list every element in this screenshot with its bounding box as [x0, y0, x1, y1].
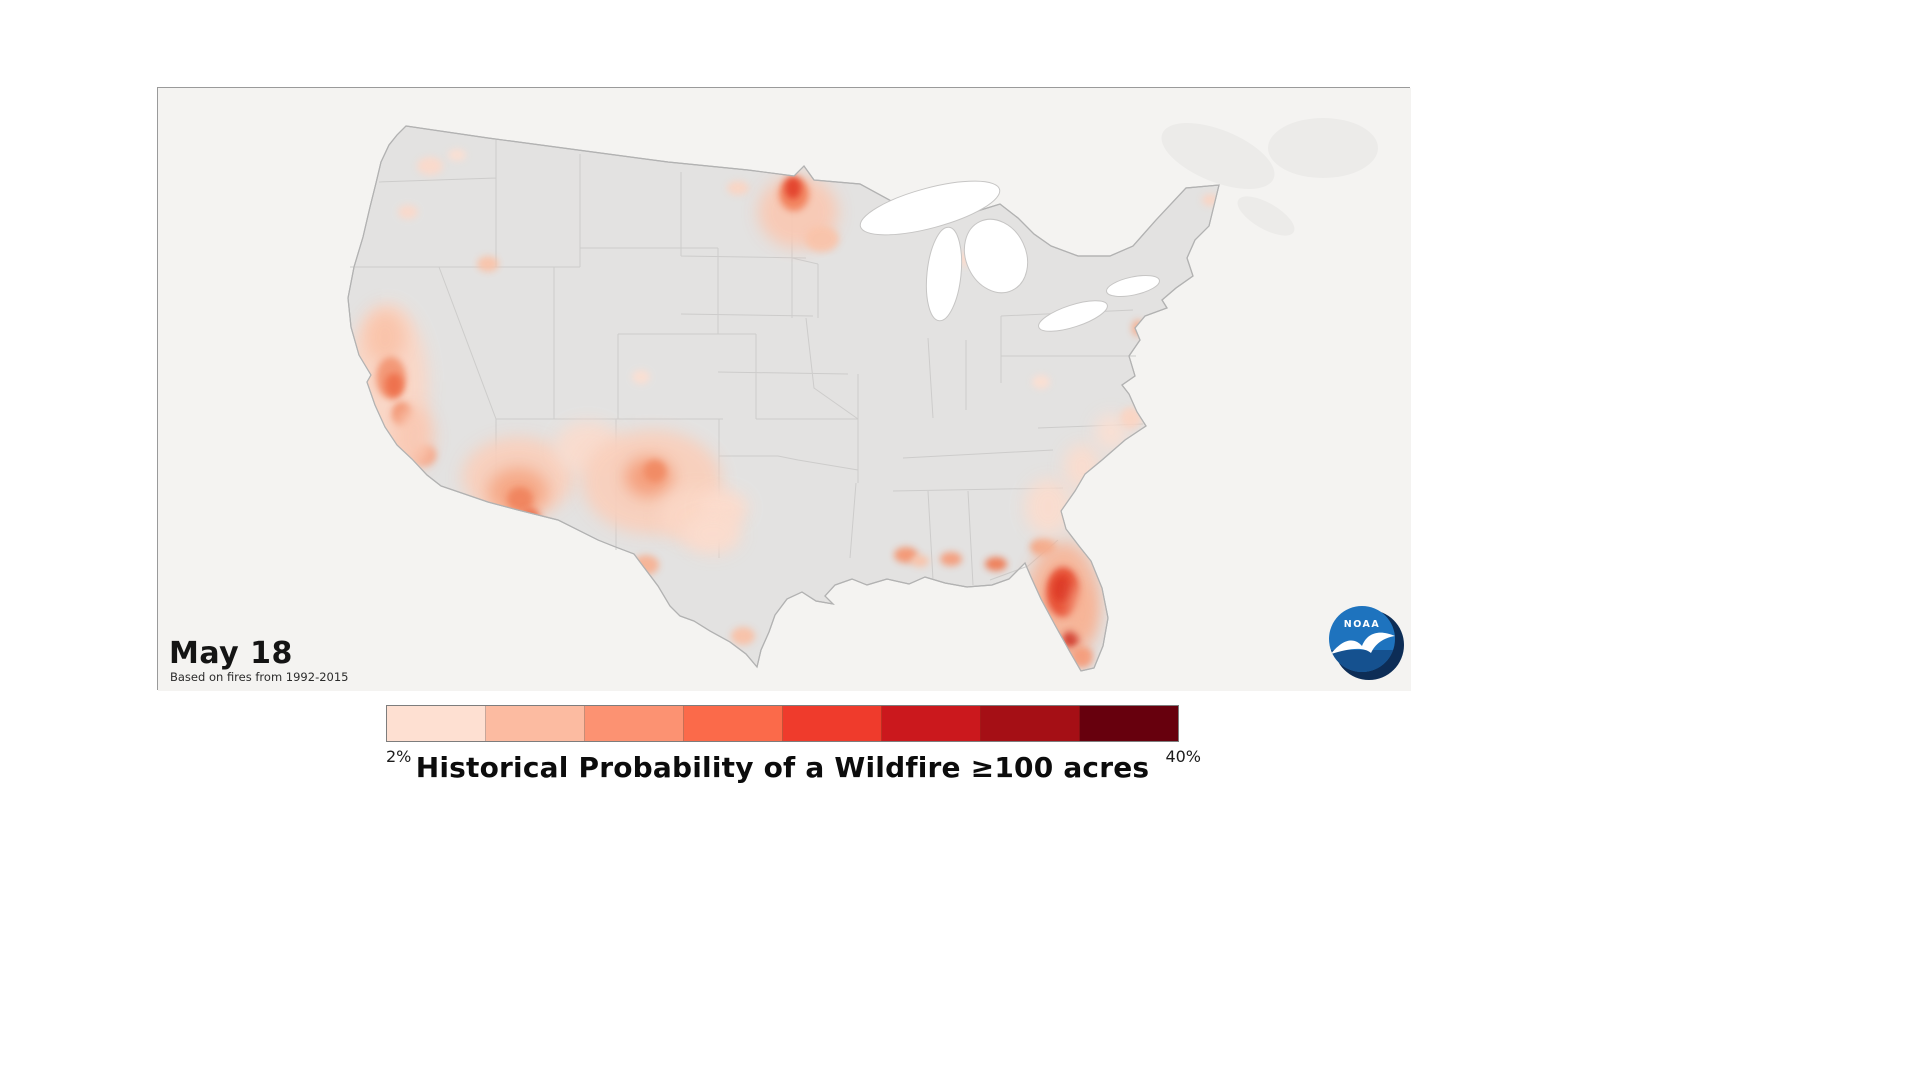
source-note: Based on fires from 1992-2015: [170, 670, 349, 684]
wildfire-probability-map-panel: May 18 Based on fires from 1992-2015 NOA…: [157, 87, 1411, 691]
great-lakes: [859, 180, 1160, 332]
legend-color-cell: [783, 706, 882, 741]
wildfire-hotspot: [785, 177, 801, 199]
lake-huron: [963, 218, 1029, 294]
wildfire-hotspot: [448, 149, 466, 161]
seagull-icon: [1331, 632, 1395, 654]
wildfire-hotspot: [1025, 479, 1071, 535]
lake-erie: [1038, 300, 1108, 332]
legend-color-cell: [684, 706, 783, 741]
legend: 2% 40% Historical Probability of a Wildf…: [386, 705, 1201, 784]
wildfire-hotspot: [731, 627, 755, 645]
wildfire-hotspot: [727, 181, 749, 195]
wildfire-hotspot: [940, 552, 962, 566]
lake-michigan: [925, 226, 963, 322]
legend-colorbar: [386, 705, 1179, 742]
wildfire-hotspot: [385, 373, 403, 397]
wildfire-hotspot: [1095, 414, 1127, 450]
wildfire-hotspot: [507, 487, 533, 511]
legend-color-cell: [1080, 706, 1178, 741]
wildfire-hotspot: [644, 460, 666, 482]
noaa-logo-sea: [1329, 650, 1395, 672]
lake-ontario: [1106, 275, 1160, 297]
noaa-logo: NOAA: [1329, 606, 1404, 680]
lake-superior: [859, 180, 1001, 236]
date-label: May 18: [169, 636, 293, 671]
wildfire-hotspot: [365, 311, 405, 363]
legend-title: Historical Probability of a Wildfire ≥10…: [415, 751, 1150, 784]
wildfire-hotspot: [805, 226, 839, 252]
noaa-logo-text: NOAA: [1344, 619, 1380, 630]
wildfire-hotspot: [477, 256, 499, 272]
legend-color-cell: [486, 706, 585, 741]
wildfire-hotspot: [1120, 407, 1142, 429]
wildfire-hotspot: [1063, 631, 1079, 647]
wildfire-hotspot: [632, 370, 650, 384]
wildfire-hotspot: [685, 514, 741, 554]
legend-max-label: 40%: [1165, 747, 1201, 766]
wildfire-hotspot: [398, 205, 418, 219]
canada-land: [1161, 118, 1378, 236]
wildfire-hotspot: [911, 555, 929, 567]
legend-color-cell: [387, 706, 486, 741]
wildfire-hotspot: [417, 157, 443, 175]
wildfire-hotspot: [1032, 375, 1050, 389]
legend-color-cell: [585, 706, 684, 741]
legend-color-cell: [882, 706, 981, 741]
us-map: [158, 88, 1411, 691]
legend-color-cell: [981, 706, 1080, 741]
wildfire-hotspot: [1053, 576, 1071, 602]
wildfire-hotspot: [985, 557, 1007, 571]
legend-min-label: 2%: [386, 747, 412, 766]
wildfire-hotspot: [1071, 584, 1093, 640]
